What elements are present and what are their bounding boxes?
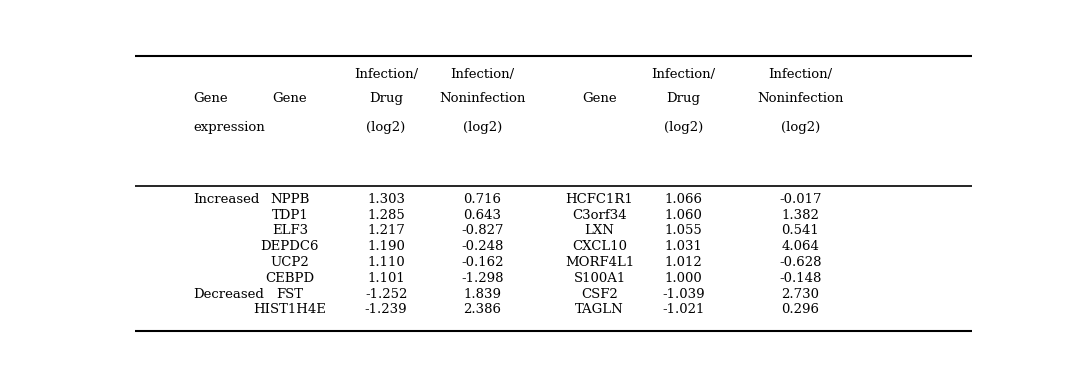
Text: 0.296: 0.296 [782,303,820,316]
Text: 1.382: 1.382 [782,209,820,222]
Text: 1.060: 1.060 [664,209,702,222]
Text: 1.066: 1.066 [664,193,702,206]
Text: MORF4L1: MORF4L1 [565,256,634,269]
Text: Noninfection: Noninfection [440,92,526,105]
Text: DEPDC6: DEPDC6 [260,240,319,253]
Text: 1.000: 1.000 [664,272,702,285]
Text: Infection/: Infection/ [768,68,833,81]
Text: -1.021: -1.021 [662,303,704,316]
Text: 1.839: 1.839 [463,288,501,301]
Text: S100A1: S100A1 [573,272,625,285]
Text: -1.039: -1.039 [662,288,704,301]
Text: 1.190: 1.190 [367,240,405,253]
Text: -1.239: -1.239 [365,303,407,316]
Text: Gene: Gene [582,92,617,105]
Text: -0.162: -0.162 [461,256,503,269]
Text: 1.012: 1.012 [664,256,702,269]
Text: ELF3: ELF3 [272,224,308,238]
Text: 4.064: 4.064 [782,240,820,253]
Text: (log2): (log2) [781,121,820,134]
Text: HIST1H4E: HIST1H4E [254,303,326,316]
Text: UCP2: UCP2 [270,256,309,269]
Text: CEBPD: CEBPD [266,272,314,285]
Text: -0.248: -0.248 [461,240,503,253]
Text: 1.285: 1.285 [367,209,405,222]
Text: Noninfection: Noninfection [757,92,843,105]
Text: Infection/: Infection/ [354,68,418,81]
Text: 1.110: 1.110 [367,256,405,269]
Text: Drug: Drug [666,92,700,105]
Text: (log2): (log2) [366,121,406,134]
Text: NPPB: NPPB [270,193,310,206]
Text: Drug: Drug [369,92,403,105]
Text: TDP1: TDP1 [271,209,308,222]
Text: C3orf34: C3orf34 [572,209,626,222]
Text: 2.386: 2.386 [463,303,501,316]
Text: Infection/: Infection/ [651,68,715,81]
Text: CXCL10: CXCL10 [572,240,627,253]
Text: Gene: Gene [193,92,228,105]
Text: 0.541: 0.541 [782,224,820,238]
Text: -1.298: -1.298 [461,272,503,285]
Text: (log2): (log2) [462,121,502,134]
Text: -1.252: -1.252 [365,288,407,301]
Text: 1.055: 1.055 [664,224,702,238]
Text: 1.217: 1.217 [367,224,405,238]
Text: -0.628: -0.628 [779,256,822,269]
Text: 1.031: 1.031 [664,240,702,253]
Text: Gene: Gene [272,92,307,105]
Text: CSF2: CSF2 [581,288,618,301]
Text: Infection/: Infection/ [450,68,514,81]
Text: Increased: Increased [193,193,260,206]
Text: (log2): (log2) [663,121,703,134]
Text: -0.017: -0.017 [779,193,822,206]
Text: TAGLN: TAGLN [576,303,624,316]
Text: LXN: LXN [584,224,615,238]
Text: 0.643: 0.643 [463,209,501,222]
Text: -0.827: -0.827 [461,224,503,238]
Text: FST: FST [276,288,303,301]
Text: Decreased: Decreased [193,288,265,301]
Text: 1.101: 1.101 [367,272,405,285]
Text: 1.303: 1.303 [367,193,405,206]
Text: 0.716: 0.716 [463,193,501,206]
Text: HCFC1R1: HCFC1R1 [566,193,633,206]
Text: 2.730: 2.730 [782,288,820,301]
Text: -0.148: -0.148 [780,272,822,285]
Text: expression: expression [193,121,266,134]
